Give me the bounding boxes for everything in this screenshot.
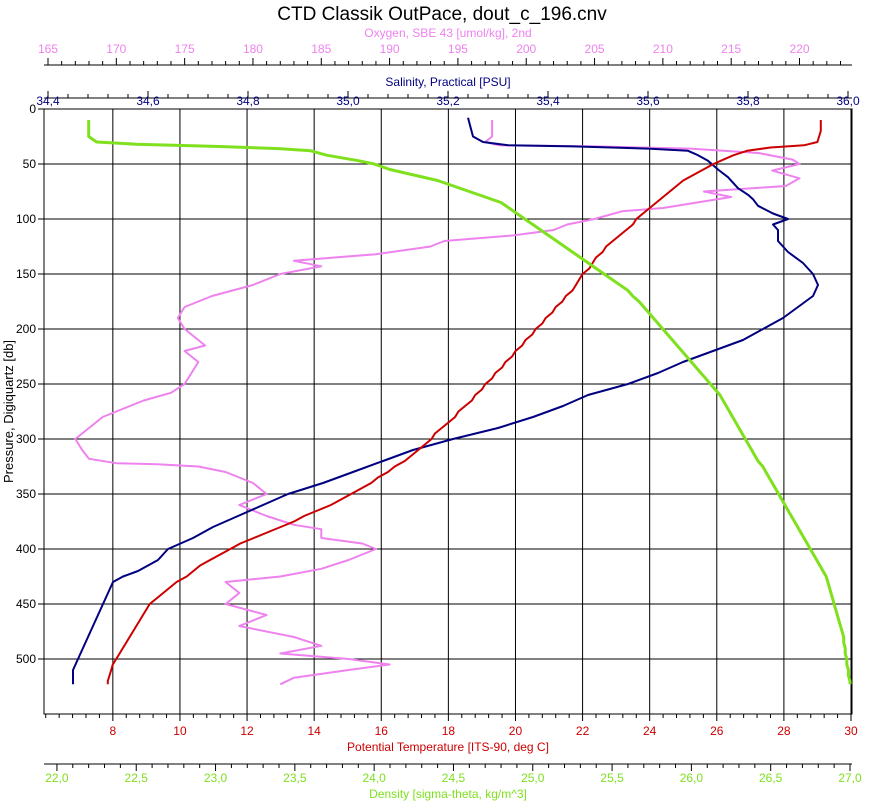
density-series-line [87, 120, 852, 685]
y-axis-tick-label: 200 [16, 322, 36, 336]
oxygen-axis-tick-label: 170 [106, 42, 126, 56]
oxygen-axis-tick-label: 215 [721, 42, 741, 56]
salinity-axis-tick-label: 36,0 [836, 94, 860, 108]
density-axis-tick-label: 22,0 [45, 771, 69, 785]
y-axis-tick-label: 150 [16, 267, 36, 281]
oxygen-axis-tick-label: 205 [585, 42, 605, 56]
density-axis-tick-label: 24,5 [442, 771, 466, 785]
salinity-axis-tick-label: 35,8 [736, 94, 760, 108]
salinity-axis-tick-label: 35,0 [336, 94, 360, 108]
axes: 0 50 100 150 200 250 300 350 400 450 500 Pressure, … [1, 26, 862, 801]
y-axis-tick-label: 250 [16, 377, 36, 391]
temperature-axis-tick-label: 18 [442, 724, 456, 738]
density-axis-tick-label: 26,5 [759, 771, 783, 785]
salinity-axis-tick-label: 35,4 [536, 94, 560, 108]
y-axis-tick-label: 100 [16, 212, 36, 226]
salinity-axis-tick-label: 34,4 [36, 94, 60, 108]
series-lines [72, 117, 852, 686]
y-axis-tick-label: 400 [16, 542, 36, 556]
temperature-axis-tick-label: 16 [375, 724, 389, 738]
temperature-axis-tick-label: 20 [509, 724, 523, 738]
density-axis-tick-label: 23,5 [283, 771, 307, 785]
temperature-axis-label: Potential Temperature [ITS-90, deg C] [347, 740, 549, 754]
y-axis-tick-label: 350 [16, 487, 36, 501]
temperature-axis-tick-label: 22 [576, 724, 590, 738]
temperature-axis-tick-label: 10 [173, 724, 187, 738]
oxygen-axis-tick-label: 180 [243, 42, 263, 56]
oxygen-axis-tick-label: 190 [380, 42, 400, 56]
density-axis-tick-label: 26,0 [680, 771, 704, 785]
y-axis-tick-label: 300 [16, 432, 36, 446]
oxygen-series-line [74, 120, 801, 686]
temperature-axis-tick-label: 24 [643, 724, 657, 738]
salinity-axis-tick-label: 34,8 [236, 94, 260, 108]
temperature-axis-tick-label: 8 [109, 724, 116, 738]
density-axis-tick-label: 25,5 [600, 771, 624, 785]
temperature-axis-tick-label: 14 [307, 724, 321, 738]
salinity-series-line [72, 117, 819, 685]
oxygen-axis-tick-label: 165 [38, 42, 58, 56]
temperature-axis-tick-label: 30 [844, 724, 858, 738]
density-axis-tick-label: 27,0 [838, 771, 862, 785]
y-axis-label: Pressure, Digiquartz [db] [1, 340, 16, 483]
oxygen-axis-tick-label: 195 [448, 42, 468, 56]
y-axis-tick-label: 450 [16, 597, 36, 611]
oxygen-axis-tick-label: 185 [311, 42, 331, 56]
temperature-series-line [106, 120, 822, 685]
y-axis-tick-label: 500 [16, 652, 36, 666]
salinity-axis-label: Salinity, Practical [PSU] [385, 75, 510, 89]
y-axis-tick-label: 0 [29, 102, 36, 116]
oxygen-axis-label: Oxygen, SBE 43 [umol/kg], 2nd [364, 26, 531, 40]
oxygen-axis-tick-label: 200 [516, 42, 536, 56]
y-axis-tick-label: 50 [23, 157, 37, 171]
density-axis-tick-label: 22,5 [125, 771, 149, 785]
density-axis-tick-label: 23,0 [204, 771, 228, 785]
temperature-axis-tick-label: 28 [777, 724, 791, 738]
oxygen-axis-tick-label: 210 [653, 42, 673, 56]
density-axis-tick-label: 25,0 [521, 771, 545, 785]
temperature-axis-tick-label: 12 [240, 724, 254, 738]
salinity-axis-tick-label: 34,6 [136, 94, 160, 108]
temperature-axis-tick-label: 26 [710, 724, 724, 738]
salinity-axis-tick-label: 35,6 [636, 94, 660, 108]
oxygen-axis-tick-label: 220 [789, 42, 809, 56]
density-axis-label: Density [sigma-theta, kg/m^3] [369, 787, 527, 801]
chart-title: CTD Classik OutPace, dout_c_196.cnv [277, 4, 607, 25]
density-axis-tick-label: 24,0 [362, 771, 386, 785]
oxygen-axis-tick-label: 175 [175, 42, 195, 56]
salinity-axis-tick-label: 35,2 [436, 94, 460, 108]
